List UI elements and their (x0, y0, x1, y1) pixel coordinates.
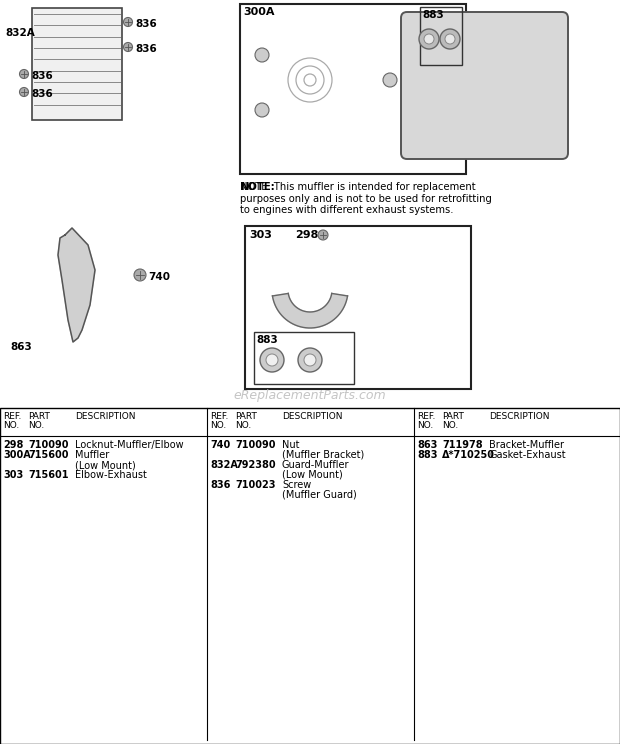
Text: Locknut-Muffler/Elbow: Locknut-Muffler/Elbow (75, 440, 184, 450)
Text: Nut: Nut (282, 440, 299, 450)
Text: NO.: NO. (442, 421, 458, 430)
Text: Gasket-Exhaust: Gasket-Exhaust (489, 451, 565, 461)
Circle shape (255, 103, 269, 117)
Text: NOTE:: NOTE: (240, 182, 275, 192)
Text: (Muffler Guard): (Muffler Guard) (282, 490, 356, 499)
Text: NO.: NO. (3, 421, 19, 430)
Circle shape (440, 29, 460, 49)
Text: eReplacementParts.com: eReplacementParts.com (234, 388, 386, 402)
Text: 715601: 715601 (28, 470, 68, 481)
Bar (240, 4, 466, 174)
Text: 711978: 711978 (442, 440, 482, 450)
Text: 883: 883 (422, 10, 444, 20)
Polygon shape (272, 293, 348, 328)
Text: 836: 836 (31, 71, 53, 81)
Circle shape (298, 348, 322, 372)
Bar (32, 8, 122, 120)
Circle shape (304, 354, 316, 366)
Text: 832A: 832A (5, 28, 35, 38)
Bar (245, 226, 471, 389)
Text: 710090: 710090 (28, 440, 68, 450)
Text: 740: 740 (148, 272, 170, 282)
Text: DESCRIPTION: DESCRIPTION (282, 412, 342, 421)
Bar (254, 332, 354, 384)
Text: 863: 863 (10, 342, 32, 352)
Text: 300A: 300A (3, 451, 31, 461)
Circle shape (383, 73, 397, 87)
Text: DESCRIPTION: DESCRIPTION (75, 412, 136, 421)
Text: Elbow-Exhaust: Elbow-Exhaust (75, 470, 147, 481)
Circle shape (255, 48, 269, 62)
Text: 836: 836 (135, 19, 157, 29)
Circle shape (266, 354, 278, 366)
FancyBboxPatch shape (401, 12, 568, 159)
Text: 710023: 710023 (235, 480, 275, 490)
Text: 303: 303 (249, 230, 272, 240)
Text: NO.: NO. (417, 421, 433, 430)
Circle shape (445, 34, 455, 44)
Text: PART: PART (235, 412, 257, 421)
Text: NO.: NO. (210, 421, 226, 430)
Text: 883: 883 (417, 451, 438, 461)
Text: REF.: REF. (210, 412, 228, 421)
Bar (420, 7, 462, 65)
Text: 710090: 710090 (235, 440, 275, 450)
Circle shape (134, 269, 146, 281)
Text: (Low Mount): (Low Mount) (75, 460, 136, 470)
Text: PART: PART (28, 412, 50, 421)
Text: 792380: 792380 (235, 460, 276, 470)
Text: Muffler: Muffler (75, 451, 109, 461)
Text: 863: 863 (417, 440, 437, 450)
Text: (Low Mount): (Low Mount) (282, 469, 343, 479)
Text: 836: 836 (210, 480, 231, 490)
Text: 300A: 300A (243, 7, 275, 17)
Text: 832A: 832A (210, 460, 238, 470)
Circle shape (123, 42, 133, 51)
Circle shape (123, 18, 133, 27)
Polygon shape (58, 228, 95, 342)
Text: 836: 836 (135, 44, 157, 54)
Circle shape (318, 230, 328, 240)
Bar (32, 8, 122, 120)
Text: Guard-Muffler: Guard-Muffler (282, 460, 350, 470)
Text: NO.: NO. (28, 421, 44, 430)
Text: PART: PART (442, 412, 464, 421)
Text: 303: 303 (3, 470, 24, 481)
Text: 883: 883 (256, 335, 278, 345)
Text: Bracket-Muffler: Bracket-Muffler (489, 440, 564, 450)
Circle shape (260, 348, 284, 372)
Text: 836: 836 (31, 89, 53, 99)
Circle shape (424, 34, 434, 44)
Text: (Muffler Bracket): (Muffler Bracket) (282, 449, 365, 460)
Circle shape (19, 69, 29, 79)
Text: NOTE: This muffler is intended for replacement
purposes only and is not to be us: NOTE: This muffler is intended for repla… (240, 182, 492, 215)
Text: DESCRIPTION: DESCRIPTION (489, 412, 549, 421)
Text: 740: 740 (210, 440, 230, 450)
Text: 298: 298 (295, 230, 319, 240)
Text: Δ*710250: Δ*710250 (442, 451, 495, 461)
Bar (0, 408, 620, 744)
Circle shape (19, 88, 29, 97)
Text: 715600: 715600 (28, 451, 68, 461)
Text: REF.: REF. (417, 412, 435, 421)
Text: NO.: NO. (235, 421, 251, 430)
Text: 298: 298 (3, 440, 24, 450)
Circle shape (419, 29, 439, 49)
Text: Screw: Screw (282, 480, 311, 490)
Text: REF.: REF. (3, 412, 21, 421)
